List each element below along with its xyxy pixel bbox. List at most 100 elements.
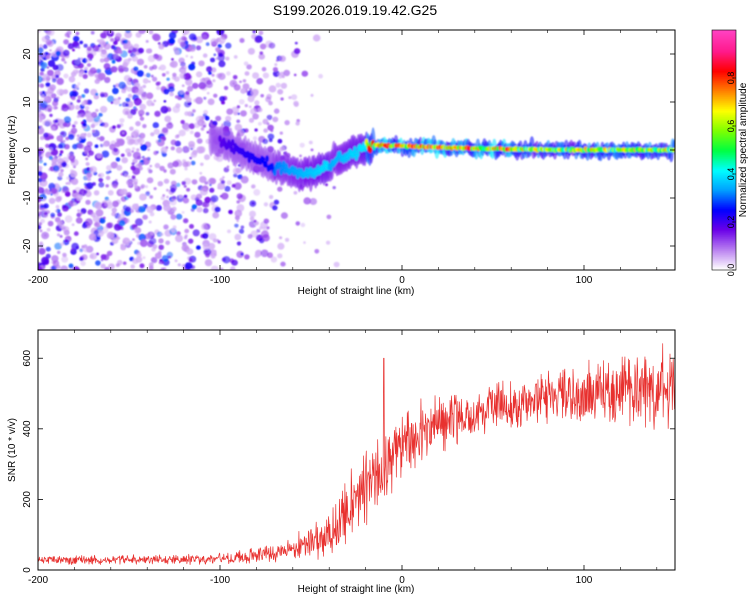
spectrogram-speckle	[40, 101, 48, 109]
spectrogram-speckle	[100, 93, 105, 98]
spectrogram-speckle	[200, 127, 205, 131]
spectrogram-speckle	[47, 30, 55, 36]
spectrogram-speckle	[125, 97, 131, 103]
spectrogram-speckle	[257, 121, 262, 126]
spectrogram-speckle	[143, 74, 146, 77]
spectrogram-speckle	[175, 182, 181, 187]
spectrogram-speckle	[139, 132, 146, 139]
spectrogram-speckle	[195, 71, 203, 78]
spectrogram-speckle	[86, 172, 93, 178]
spectrogram-speckle	[268, 101, 273, 106]
spectrogram-speckle	[159, 64, 166, 71]
spectrogram-speckle	[103, 43, 111, 50]
spectrogram-speckle	[295, 121, 300, 126]
spectrogram-speckle	[210, 195, 219, 203]
spectrogram-speckle	[242, 79, 247, 83]
spectrogram-speckle	[146, 206, 154, 213]
spectrogram-speckle	[273, 199, 280, 205]
spectrogram-speckle	[42, 44, 48, 49]
spectrogram-speckle	[84, 151, 88, 155]
spectrogram-speckle	[160, 267, 165, 270]
spectrogram-speckle	[189, 45, 196, 52]
colorbar-frame	[711, 29, 737, 271]
spectrogram-speckle	[155, 81, 160, 86]
spectrogram-speckle	[267, 133, 275, 140]
colorbar-cell	[712, 96, 736, 99]
spectrogram-speckle	[139, 103, 147, 111]
spectrogram-speckle	[89, 166, 97, 174]
spectrogram-speckle	[47, 220, 54, 227]
spectrogram-speckle	[99, 136, 105, 142]
colorbar-cell	[712, 108, 736, 111]
colorbar-cell	[712, 250, 736, 253]
spectrogram-speckle	[175, 146, 183, 154]
spectrogram-speckle	[188, 238, 194, 244]
spectrogram-speckle	[150, 257, 158, 264]
spectrogram-speckle	[92, 215, 100, 223]
spectrogram-speckle	[226, 71, 231, 76]
spectrogram-speckle	[113, 40, 118, 45]
spectrogram-speckle	[217, 186, 221, 190]
spectrogram-speckle	[39, 91, 43, 95]
spectrogram-speckle	[185, 90, 190, 95]
colorbar-cell	[712, 268, 736, 271]
spectrogram-speckle	[98, 177, 104, 183]
spectrogram-speckle	[38, 30, 42, 33]
spectrogram-speckle	[67, 236, 71, 239]
spectrogram-speckle	[170, 228, 175, 233]
spectrogram-speckle	[76, 134, 80, 138]
spectrogram-speckle	[152, 122, 159, 129]
spectrogram-speckle	[212, 238, 218, 243]
colorbar-cell	[712, 190, 736, 193]
spectrogram-speckle	[99, 218, 106, 224]
spectrogram-speckle	[171, 180, 177, 186]
spectrogram-speckle	[57, 195, 63, 201]
spectrogram-speckle	[133, 43, 140, 49]
colorbar-cell	[712, 156, 736, 159]
spectrogram-speckle	[68, 200, 75, 207]
spectrogram-speckle	[105, 175, 111, 181]
colorbar-cell	[712, 232, 736, 235]
spectrogram-speckle	[239, 80, 242, 84]
spectrogram-speckle	[91, 111, 98, 118]
spectrogram-speckle	[164, 115, 172, 123]
spectrogram-speckle	[129, 126, 134, 131]
colorbar-cell	[712, 80, 736, 83]
spectrogram-speckle	[186, 187, 191, 192]
spectrogram-speckle	[187, 111, 194, 117]
spectrogram-speckle	[254, 100, 260, 106]
spectrogram-speckle	[137, 241, 141, 245]
spectrogram-speckle	[178, 129, 186, 137]
spectrogram-speckle	[142, 84, 147, 89]
spectrogram-speckle	[135, 218, 143, 226]
spectrogram-speckle	[145, 185, 148, 189]
spectrogram-speckle	[50, 52, 54, 56]
spectrogram-speckle	[80, 113, 85, 119]
spectrogram-speckle	[132, 167, 141, 175]
colorbar-cell	[712, 154, 736, 157]
spectrogram-speckle	[293, 191, 298, 195]
spectrogram-speckle	[325, 240, 331, 245]
colorbar-cell	[712, 68, 736, 71]
spectrogram-speckle	[96, 153, 103, 159]
spectrogram-speckle	[38, 266, 43, 270]
spectrogram-speckle	[120, 245, 127, 251]
spectrogram-speckle	[135, 88, 143, 96]
spectrogram-speckle	[312, 34, 321, 42]
spectrogram-speckle	[147, 148, 150, 151]
spectrogram-speckle	[67, 103, 75, 111]
spectrogram-speckle	[310, 148, 314, 152]
spectrogram-x-tick-label: -200	[28, 275, 48, 286]
spectrogram-speckle	[238, 228, 245, 234]
spectrogram-speckle	[38, 247, 46, 255]
spectrogram-speckle	[67, 35, 71, 38]
spectrogram-speckle	[188, 140, 196, 148]
spectrogram-speckle	[149, 231, 154, 236]
spectrogram-speckle	[57, 212, 62, 217]
spectrogram-speckle	[119, 118, 125, 123]
spectrogram-speckle	[49, 49, 52, 52]
spectrogram-speckle	[106, 222, 114, 229]
spectrogram-speckle	[87, 63, 91, 67]
spectrogram-speckle	[247, 234, 253, 239]
